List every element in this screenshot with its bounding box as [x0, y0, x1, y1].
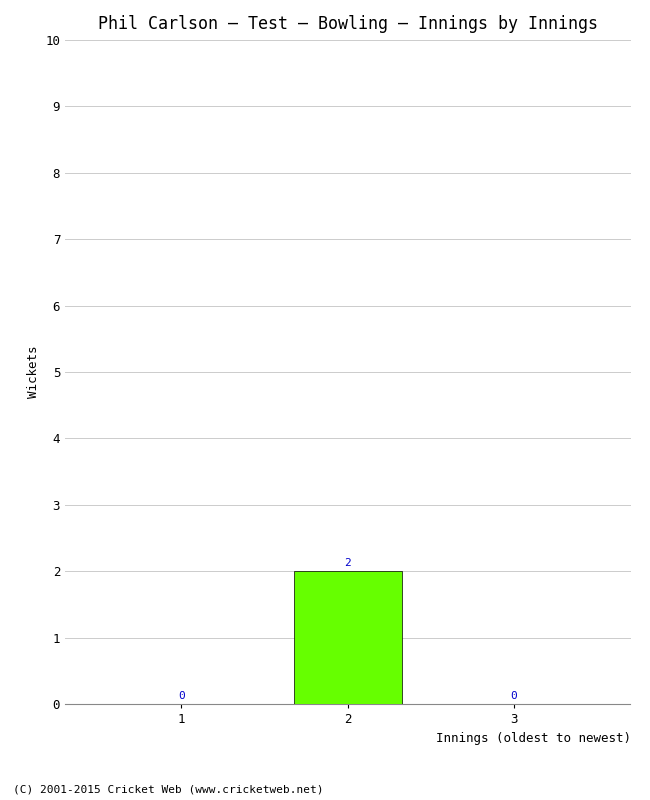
X-axis label: Innings (oldest to newest): Innings (oldest to newest)	[436, 731, 630, 745]
Bar	[294, 571, 402, 704]
Text: 0: 0	[178, 690, 185, 701]
Text: 0: 0	[511, 690, 517, 701]
Y-axis label: Wickets: Wickets	[27, 346, 40, 398]
Title: Phil Carlson – Test – Bowling – Innings by Innings: Phil Carlson – Test – Bowling – Innings …	[98, 15, 598, 33]
Text: 2: 2	[344, 558, 351, 568]
Text: (C) 2001-2015 Cricket Web (www.cricketweb.net): (C) 2001-2015 Cricket Web (www.cricketwe…	[13, 784, 324, 794]
